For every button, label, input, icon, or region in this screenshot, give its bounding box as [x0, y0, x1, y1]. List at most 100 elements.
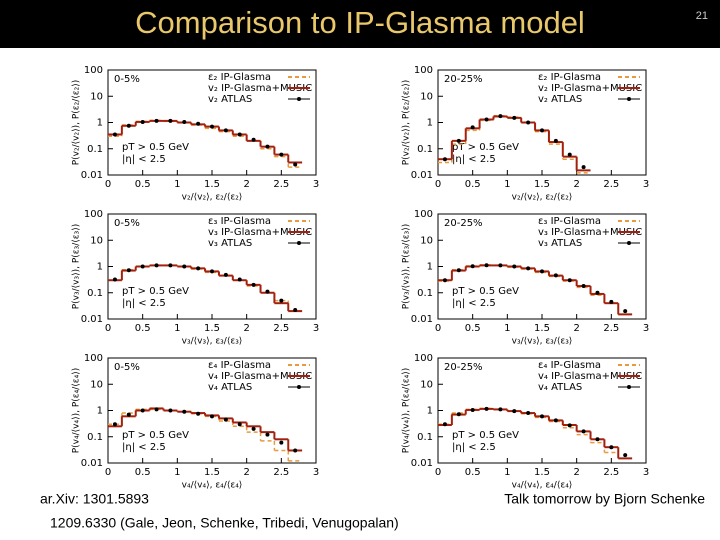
data-point	[112, 422, 117, 427]
data-point	[595, 290, 600, 295]
legend-label: v₂ IP-Glasma+MUSIC	[208, 83, 312, 94]
x-tick-label: 2	[243, 179, 249, 190]
data-point	[484, 117, 489, 122]
x-axis-label: v₂/⟨v₂⟩, ε₂/⟨ε₂⟩	[512, 193, 573, 203]
legend-swatch	[627, 385, 631, 389]
data-point	[567, 278, 572, 283]
data-point	[456, 412, 461, 417]
data-point	[237, 422, 242, 427]
data-point	[223, 128, 228, 133]
legend-label: v₄ ATLAS	[538, 382, 582, 393]
legend-label: v₄ IP-Glasma+MUSIC	[538, 371, 642, 382]
legend-label: v₃ IP-Glasma+MUSIC	[208, 227, 312, 238]
annotation: pT > 0.5 GeV	[452, 430, 519, 441]
data-point	[484, 263, 489, 268]
legend-swatch	[627, 241, 631, 245]
y-tick-label: 1	[97, 406, 103, 417]
legend-label: ε₃ IP-Glasma	[538, 216, 601, 227]
x-tick-label: 1.5	[534, 467, 550, 478]
centrality-label: 0-5%	[114, 362, 140, 373]
y-tick-label: 100	[84, 353, 103, 364]
legend-label: ε₃ IP-Glasma	[208, 216, 271, 227]
data-point	[553, 418, 558, 423]
x-tick-label: 0	[435, 467, 441, 478]
annotation: |η| < 2.5	[122, 442, 166, 453]
note: Talk tomorrow by Bjorn Schenke	[504, 491, 705, 507]
data-point	[182, 409, 187, 414]
x-tick-label: 0.5	[465, 323, 481, 334]
y-tick-label: 100	[84, 65, 103, 76]
data-point	[210, 269, 214, 274]
x-tick-label: 1	[174, 467, 180, 478]
data-point	[251, 282, 256, 287]
x-axis-label: v₂/⟨v₂⟩, ε₂/⟨ε₂⟩	[182, 193, 243, 203]
data-point	[265, 432, 270, 437]
x-axis-label: v₄/⟨v₄⟩, ε₄/⟨ε₄⟩	[182, 481, 243, 491]
data-point	[540, 414, 544, 419]
y-tick-label: 0.01	[411, 458, 433, 469]
x-tick-label: 0	[105, 179, 111, 190]
y-tick-label: 0.1	[417, 432, 433, 443]
data-point	[279, 298, 284, 303]
y-tick-label: 0.1	[417, 288, 433, 299]
y-tick-label: 10	[420, 235, 433, 246]
data-point	[112, 132, 117, 137]
y-tick-label: 1	[427, 262, 433, 273]
y-tick-label: 100	[84, 209, 103, 220]
centrality-label: 20-25%	[444, 362, 483, 373]
data-point	[540, 128, 544, 133]
y-axis-label: P(v₃/⟨v₃⟩), P(ε₃/⟨ε₃⟩)	[72, 224, 82, 310]
data-point	[154, 407, 159, 412]
data-point	[470, 125, 475, 130]
legend-label: ε₄ IP-Glasma	[538, 360, 601, 371]
x-tick-label: 0.5	[135, 323, 151, 334]
legend-label: v₃ IP-Glasma+MUSIC	[538, 227, 642, 238]
y-tick-label: 0.1	[87, 144, 103, 155]
y-tick-label: 1	[97, 262, 103, 273]
annotation: pT > 0.5 GeV	[452, 142, 519, 153]
data-point	[609, 299, 614, 304]
slide-title: Comparison to IP-Glasma model	[135, 5, 585, 40]
y-tick-label: 0.01	[81, 170, 103, 181]
x-tick-label: 1.5	[204, 179, 220, 190]
data-point	[623, 453, 628, 458]
data-point	[293, 448, 298, 453]
y-tick-label: 100	[414, 353, 433, 364]
data-point	[526, 411, 531, 416]
data-point	[265, 289, 270, 294]
legend-label: v₃ ATLAS	[208, 238, 252, 249]
data-point	[196, 266, 201, 271]
x-tick-label: 1.5	[534, 179, 550, 190]
data-point	[223, 417, 228, 422]
x-tick-label: 0	[435, 323, 441, 334]
annotation: pT > 0.5 GeV	[122, 142, 189, 153]
data-point	[442, 278, 447, 283]
data-point	[470, 407, 475, 412]
y-tick-label: 0.1	[87, 432, 103, 443]
x-tick-label: 2	[573, 467, 579, 478]
y-tick-label: 10	[90, 379, 103, 390]
data-point	[567, 423, 572, 428]
legend-label: ε₂ IP-Glasma	[538, 72, 601, 83]
data-point	[526, 120, 531, 125]
annotation: |η| < 2.5	[122, 298, 166, 309]
annotation: |η| < 2.5	[452, 442, 496, 453]
y-tick-label: 0.01	[81, 458, 103, 469]
x-tick-label: 1	[174, 179, 180, 190]
data-point	[182, 119, 187, 124]
legend-label: v₄ ATLAS	[208, 382, 252, 393]
y-tick-label: 0.01	[411, 314, 433, 325]
title-bar	[0, 0, 720, 48]
centrality-label: 20-25%	[444, 74, 483, 85]
data-point	[251, 426, 256, 431]
data-point	[595, 437, 600, 442]
data-point	[553, 273, 558, 278]
y-tick-label: 0.01	[411, 170, 433, 181]
data-point	[567, 152, 572, 157]
data-point	[540, 269, 544, 274]
y-tick-label: 10	[420, 91, 433, 102]
data-point	[526, 266, 531, 271]
data-point	[581, 429, 586, 434]
data-point	[581, 165, 586, 170]
